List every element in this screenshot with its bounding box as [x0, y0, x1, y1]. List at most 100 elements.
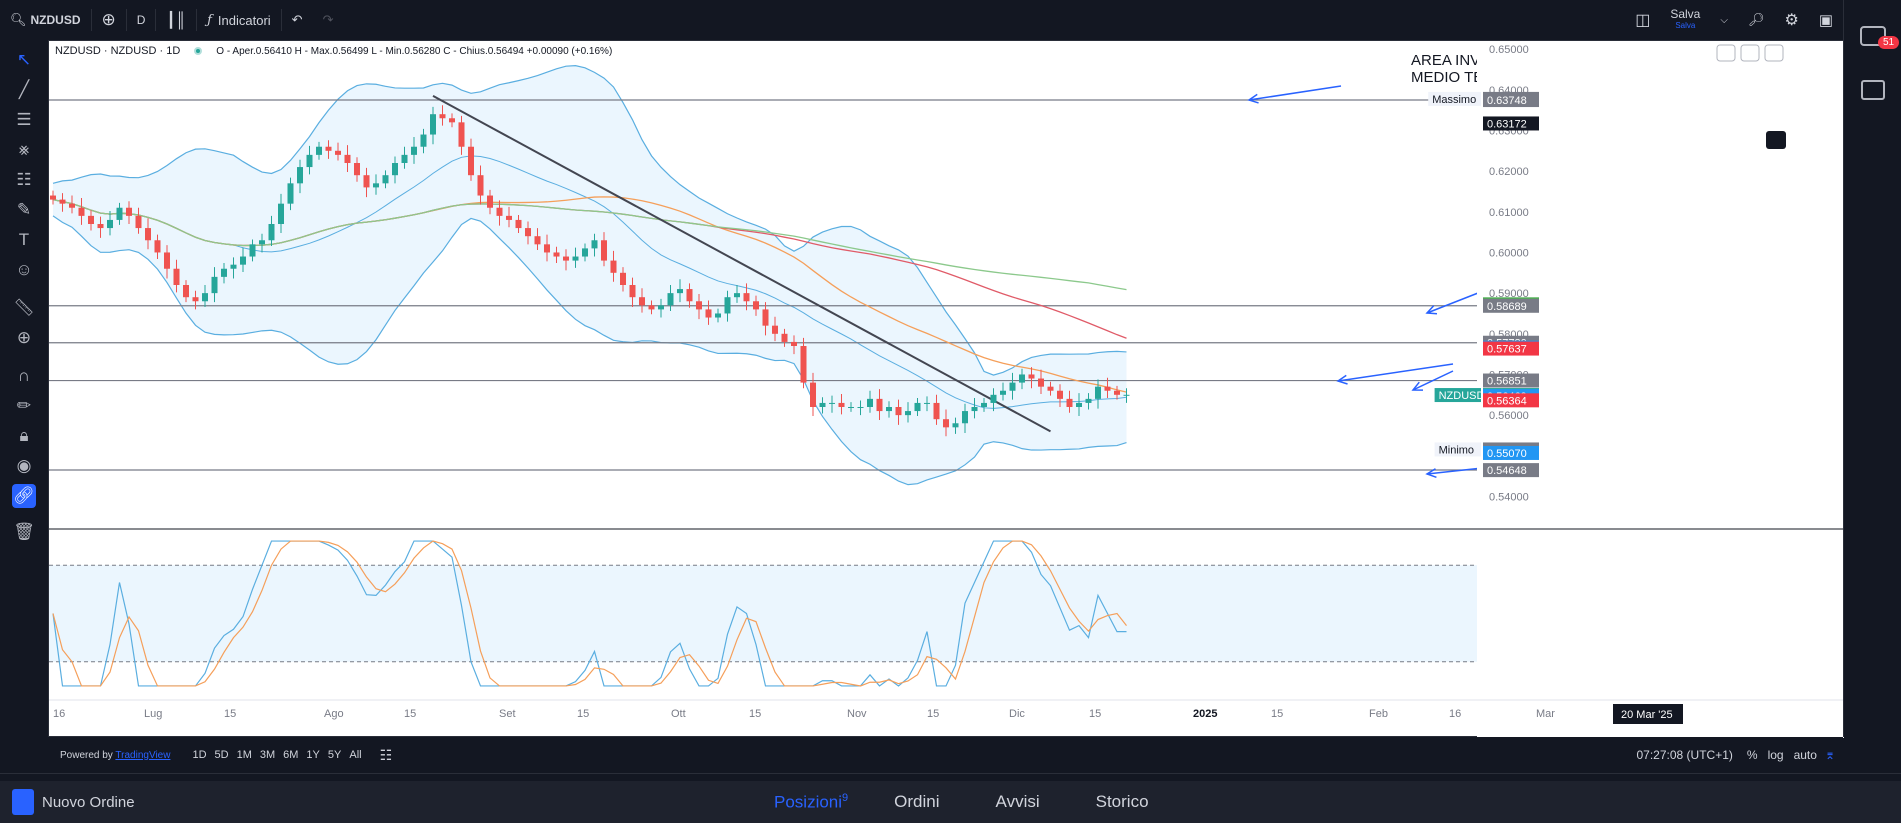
- candle-body: [781, 333, 788, 342]
- interval-button[interactable]: D: [127, 0, 156, 40]
- chart-svg[interactable]: AREA INVERSIONEMEDIO TERMINE 0.6400AREA …: [49, 41, 1844, 738]
- price-label-prefix-bg: [1434, 388, 1481, 403]
- lock-icon[interactable]: 🔒︎: [19, 426, 29, 445]
- price-label-bg: [1483, 393, 1539, 408]
- forecast-tool-icon[interactable]: ☷: [16, 170, 32, 189]
- trendline-tool-icon[interactable]: ╱: [18, 80, 30, 99]
- candle-body: [943, 419, 949, 428]
- symbol-search[interactable]: 🔍︎ NZDUSD: [0, 0, 91, 40]
- divider: [90, 9, 92, 31]
- scale-icon[interactable]: ⌆: [1824, 748, 1835, 762]
- x-tick-label: 16: [1449, 708, 1461, 720]
- tab-positions-label: Posizioni: [774, 792, 843, 812]
- chart-type-button[interactable]: ┃║: [156, 0, 196, 40]
- candle-body: [354, 163, 360, 176]
- range-button-3m[interactable]: 3M: [259, 749, 276, 761]
- new-order-button[interactable]: Nuovo Ordine: [42, 793, 135, 811]
- range-button-1y[interactable]: 1Y: [306, 749, 320, 761]
- candle-body: [97, 224, 104, 229]
- watchlist-icon[interactable]: [1861, 80, 1885, 100]
- cursor-icon[interactable]: ↖: [16, 50, 32, 69]
- divider: [125, 9, 127, 31]
- ruler-icon[interactable]: 📏︎: [13, 298, 35, 317]
- range-button-1m[interactable]: 1M: [236, 749, 252, 761]
- candle-body: [306, 154, 313, 168]
- x-tick-label: Mar: [1536, 708, 1555, 720]
- emoji-tool-icon[interactable]: ☺: [15, 260, 33, 279]
- camera-icon: ▣: [1818, 12, 1833, 29]
- undo-button[interactable]: ↶: [282, 0, 313, 40]
- settings-button[interactable]: ⚙: [1774, 0, 1808, 40]
- tab-orders[interactable]: Ordini: [894, 791, 940, 811]
- collapse-icon: [1740, 44, 1760, 62]
- link-icon[interactable]: 🔗︎: [12, 484, 36, 508]
- range-button-5y[interactable]: 5Y: [327, 749, 342, 761]
- trendline-group: [432, 95, 1051, 433]
- tradingview-link[interactable]: TradingView: [115, 749, 171, 761]
- brush-tool-icon[interactable]: ✎: [16, 200, 32, 219]
- quick-search-button[interactable]: 🔎︎: [1738, 0, 1775, 40]
- save-button[interactable]: Salva Salva: [1660, 0, 1710, 40]
- price-label-bg: [1483, 445, 1539, 460]
- text-tool-icon[interactable]: T: [18, 230, 30, 249]
- redo-button[interactable]: ↷: [313, 0, 344, 40]
- range-button-5d[interactable]: 5D: [214, 749, 229, 761]
- candle-body: [601, 240, 607, 261]
- tab-history[interactable]: Storico: [1095, 791, 1149, 811]
- notification-badge: 51: [1878, 36, 1900, 49]
- x-tick-label: 16: [53, 708, 65, 720]
- price-label: 0.56851: [1487, 376, 1527, 388]
- broker-icon: [12, 789, 34, 815]
- price-label-bg: [1483, 116, 1539, 131]
- candle-body: [876, 398, 883, 412]
- percent-toggle[interactable]: %: [1746, 748, 1758, 762]
- pattern-tool-icon[interactable]: ⨳: [18, 140, 30, 159]
- magnet-icon[interactable]: ∩: [17, 366, 31, 385]
- chart-area[interactable]: AREA INVERSIONEMEDIO TERMINE 0.6400AREA …: [48, 40, 1844, 738]
- candle-body: [458, 122, 465, 147]
- candle-body: [563, 256, 569, 261]
- moving-averages: [52, 196, 1127, 393]
- trash-icon[interactable]: 🗑︎: [13, 522, 35, 541]
- price-label-prefix: Minimo: [1439, 444, 1474, 456]
- screenshot-button[interactable]: ▣: [1809, 0, 1843, 40]
- stoch-d-line: [52, 540, 1127, 687]
- price-label-bg: [1483, 298, 1539, 313]
- eye-icon[interactable]: ◉: [16, 456, 32, 475]
- zoom-icon: 🔎︎: [1747, 12, 1765, 27]
- candle-body: [914, 402, 921, 412]
- compare-button[interactable]: ⊕: [92, 0, 126, 40]
- candle-body: [449, 118, 455, 123]
- range-button-all[interactable]: All: [349, 749, 362, 761]
- date-range-icon[interactable]: ☷: [379, 746, 393, 763]
- powered-by: Powered by TradingView: [60, 750, 170, 761]
- candle-body: [971, 407, 978, 412]
- log-toggle[interactable]: log: [1767, 748, 1784, 762]
- bollinger-fill: [53, 65, 1127, 485]
- clock[interactable]: 07:27:08 (UTC+1): [1636, 748, 1733, 762]
- candle-body: [1038, 378, 1044, 387]
- zoom-in-icon[interactable]: ⊕: [16, 328, 32, 347]
- fib-tool-icon[interactable]: ☰: [16, 110, 32, 129]
- y-tick-label: 0.65000: [1489, 44, 1529, 56]
- legend-ohlc: O - Aper.0.56410 H - Max.0.56499 L - Min…: [216, 45, 613, 57]
- y-tick-label: 0.60000: [1489, 247, 1529, 259]
- candle-body: [392, 163, 398, 176]
- indicators-button[interactable]: ƒ Indicatori: [197, 0, 281, 40]
- tab-alerts[interactable]: Avvisi: [995, 791, 1040, 811]
- panel-divider[interactable]: [0, 773, 1901, 781]
- range-buttons: 1D 5D 1M 3M 6M 1Y 5Y All: [188, 749, 365, 761]
- candle-body: [905, 411, 911, 416]
- range-button-1d[interactable]: 1D: [192, 749, 207, 761]
- lock-drawing-icon[interactable]: ✏: [16, 396, 32, 415]
- candle-body: [135, 215, 142, 229]
- candle-body: [420, 134, 427, 147]
- save-dropdown[interactable]: ⌵: [1710, 0, 1738, 40]
- tab-positions[interactable]: Posizioni9: [756, 792, 866, 813]
- range-button-6m[interactable]: 6M: [283, 749, 299, 761]
- bottom-toolbar: Powered by TradingView 1D 5D 1M 3M 6M 1Y 5Y All…: [48, 737, 1843, 773]
- candle-body: [202, 293, 208, 302]
- x-tick-label: 15: [1089, 708, 1101, 720]
- layout-button[interactable]: ◫: [1625, 0, 1660, 40]
- auto-toggle[interactable]: auto: [1793, 748, 1817, 762]
